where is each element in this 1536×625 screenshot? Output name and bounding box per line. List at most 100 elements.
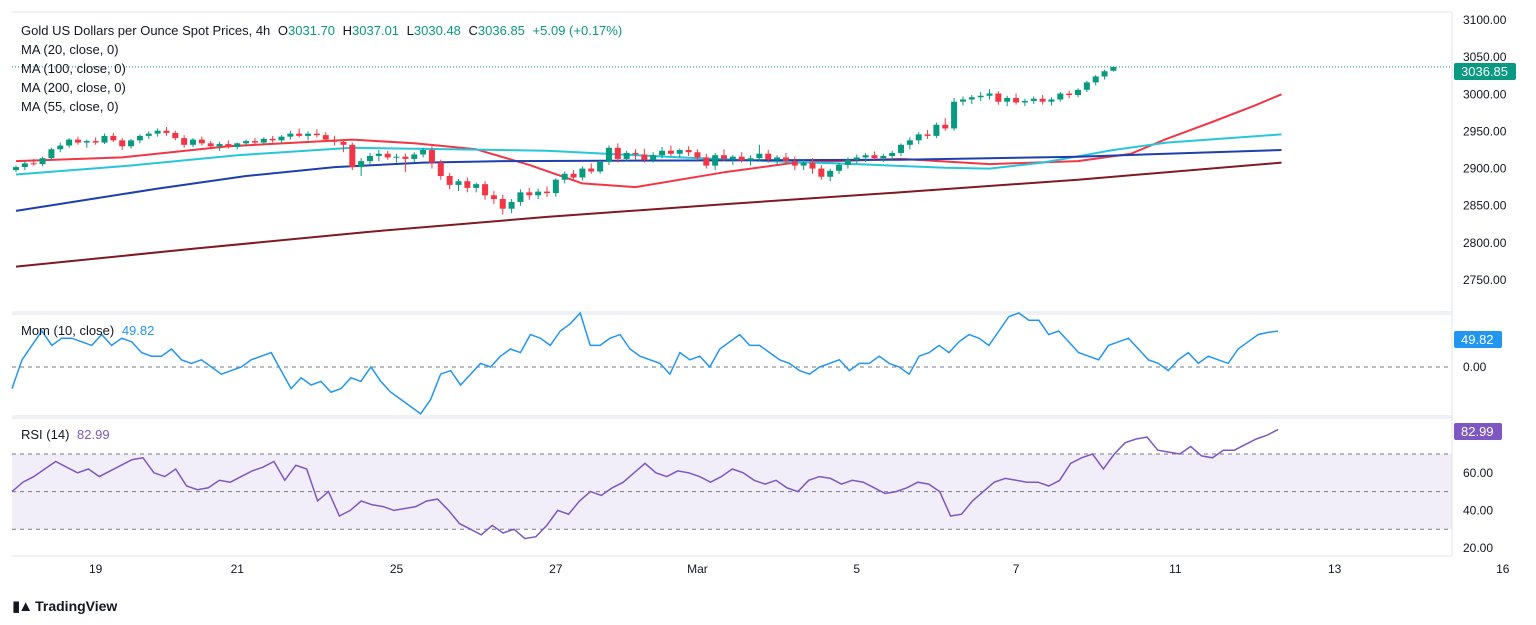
candle — [207, 141, 214, 150]
candle-body — [889, 152, 896, 156]
candle-body — [313, 133, 320, 136]
legend-ma20[interactable]: MA (20, close, 0) — [21, 42, 119, 57]
time-axis: 19212527Mar571113161921 — [89, 562, 1510, 576]
candle — [712, 152, 719, 171]
candle-body — [685, 150, 692, 153]
rsi-value-badge: 82.99 — [1454, 423, 1502, 440]
candle-body — [641, 154, 648, 160]
candle-body — [296, 133, 303, 136]
candle — [437, 159, 444, 180]
candle — [349, 142, 356, 171]
candle-body — [605, 147, 612, 162]
candle-body — [402, 156, 409, 159]
candle-body — [340, 141, 347, 145]
candle-body — [570, 173, 577, 178]
candle-body — [92, 141, 99, 143]
time-tick-label: 5 — [853, 562, 860, 576]
candle-body — [614, 147, 621, 159]
candle — [1092, 74, 1099, 86]
candle-body — [836, 164, 843, 171]
candle-body — [924, 134, 931, 136]
candle — [384, 150, 391, 160]
tradingview-logo[interactable]: ▮▲ TradingView — [12, 597, 117, 615]
candle — [198, 136, 205, 146]
price-tick-label: 2800.00 — [1463, 236, 1507, 250]
candle — [1013, 93, 1020, 105]
candle — [172, 130, 179, 141]
candle — [827, 168, 834, 182]
time-tick-label: 7 — [1013, 562, 1020, 576]
candle-body — [1004, 98, 1011, 102]
price-tick-label: 3000.00 — [1463, 87, 1507, 101]
price-tick-label: 3050.00 — [1463, 50, 1507, 64]
candle — [535, 188, 542, 200]
time-tick-label: 19 — [89, 562, 103, 576]
rsi-pane — [11, 428, 1452, 540]
price-tick-label: 3100.00 — [1463, 13, 1507, 27]
close-value: 3036.85 — [477, 23, 525, 38]
high-label: H — [342, 23, 353, 38]
close-label: C — [468, 23, 478, 38]
candle — [747, 155, 754, 166]
candle-body — [853, 157, 860, 160]
candle — [1075, 88, 1081, 98]
candle — [128, 138, 135, 149]
tradingview-logo-text: TradingView — [35, 598, 118, 614]
mom-value-badge: 49.82 — [1454, 331, 1502, 348]
candle — [110, 132, 117, 142]
candle — [1030, 96, 1037, 104]
low-label: L — [406, 23, 414, 38]
rsi-tick-label: 20.00 — [1463, 541, 1493, 555]
candle — [570, 170, 577, 181]
candle — [101, 133, 108, 145]
candle — [650, 152, 657, 163]
candle-body — [721, 155, 727, 159]
candle-body — [13, 167, 19, 171]
candle — [685, 146, 692, 156]
candle-body — [1110, 66, 1117, 71]
rsi-tick-label: 60.00 — [1463, 466, 1493, 480]
candle — [313, 129, 320, 138]
candle-body — [659, 150, 666, 156]
candle — [322, 132, 329, 142]
mom-value: 49.82 — [121, 323, 155, 338]
candle — [1039, 95, 1046, 105]
price-axis: 3100.00 3050.00 3000.00 2950.00 2900.00 2850.… — [1463, 13, 1507, 555]
candle-body — [579, 168, 586, 178]
mom-legend[interactable]: Mom (10, close) 49.82 — [21, 323, 158, 338]
candle-body — [1013, 98, 1020, 103]
candle — [358, 158, 365, 176]
candle — [782, 152, 789, 165]
rsi-legend[interactable]: RSI (14) 82.99 — [21, 427, 114, 442]
candle-body — [48, 149, 55, 159]
candle-body — [305, 133, 312, 136]
candle — [605, 145, 612, 165]
candle — [552, 178, 559, 197]
candle — [853, 154, 860, 164]
candle-body — [420, 150, 427, 155]
candle — [225, 140, 232, 149]
candle — [659, 147, 666, 159]
candle-body — [39, 158, 46, 165]
candle — [482, 181, 489, 200]
candle-body — [1048, 99, 1055, 102]
candle-body — [1030, 98, 1037, 101]
candle — [1101, 69, 1108, 80]
candle-body — [367, 155, 373, 162]
candle — [632, 149, 639, 160]
candle-body — [1083, 82, 1090, 90]
candle — [269, 135, 276, 143]
candle-body — [1075, 89, 1081, 96]
candle — [1048, 97, 1055, 106]
candle-body — [57, 145, 64, 150]
candle — [260, 137, 267, 146]
legend-ma55[interactable]: MA (55, close, 0) — [21, 99, 119, 114]
candle-body — [136, 135, 143, 141]
legend-ma200[interactable]: MA (200, close, 0) — [21, 80, 126, 95]
candle — [367, 152, 373, 165]
candle — [597, 159, 604, 174]
candle — [1021, 98, 1028, 107]
legend-ma100[interactable]: MA (100, close, 0) — [21, 61, 126, 76]
candle-body — [968, 97, 975, 100]
